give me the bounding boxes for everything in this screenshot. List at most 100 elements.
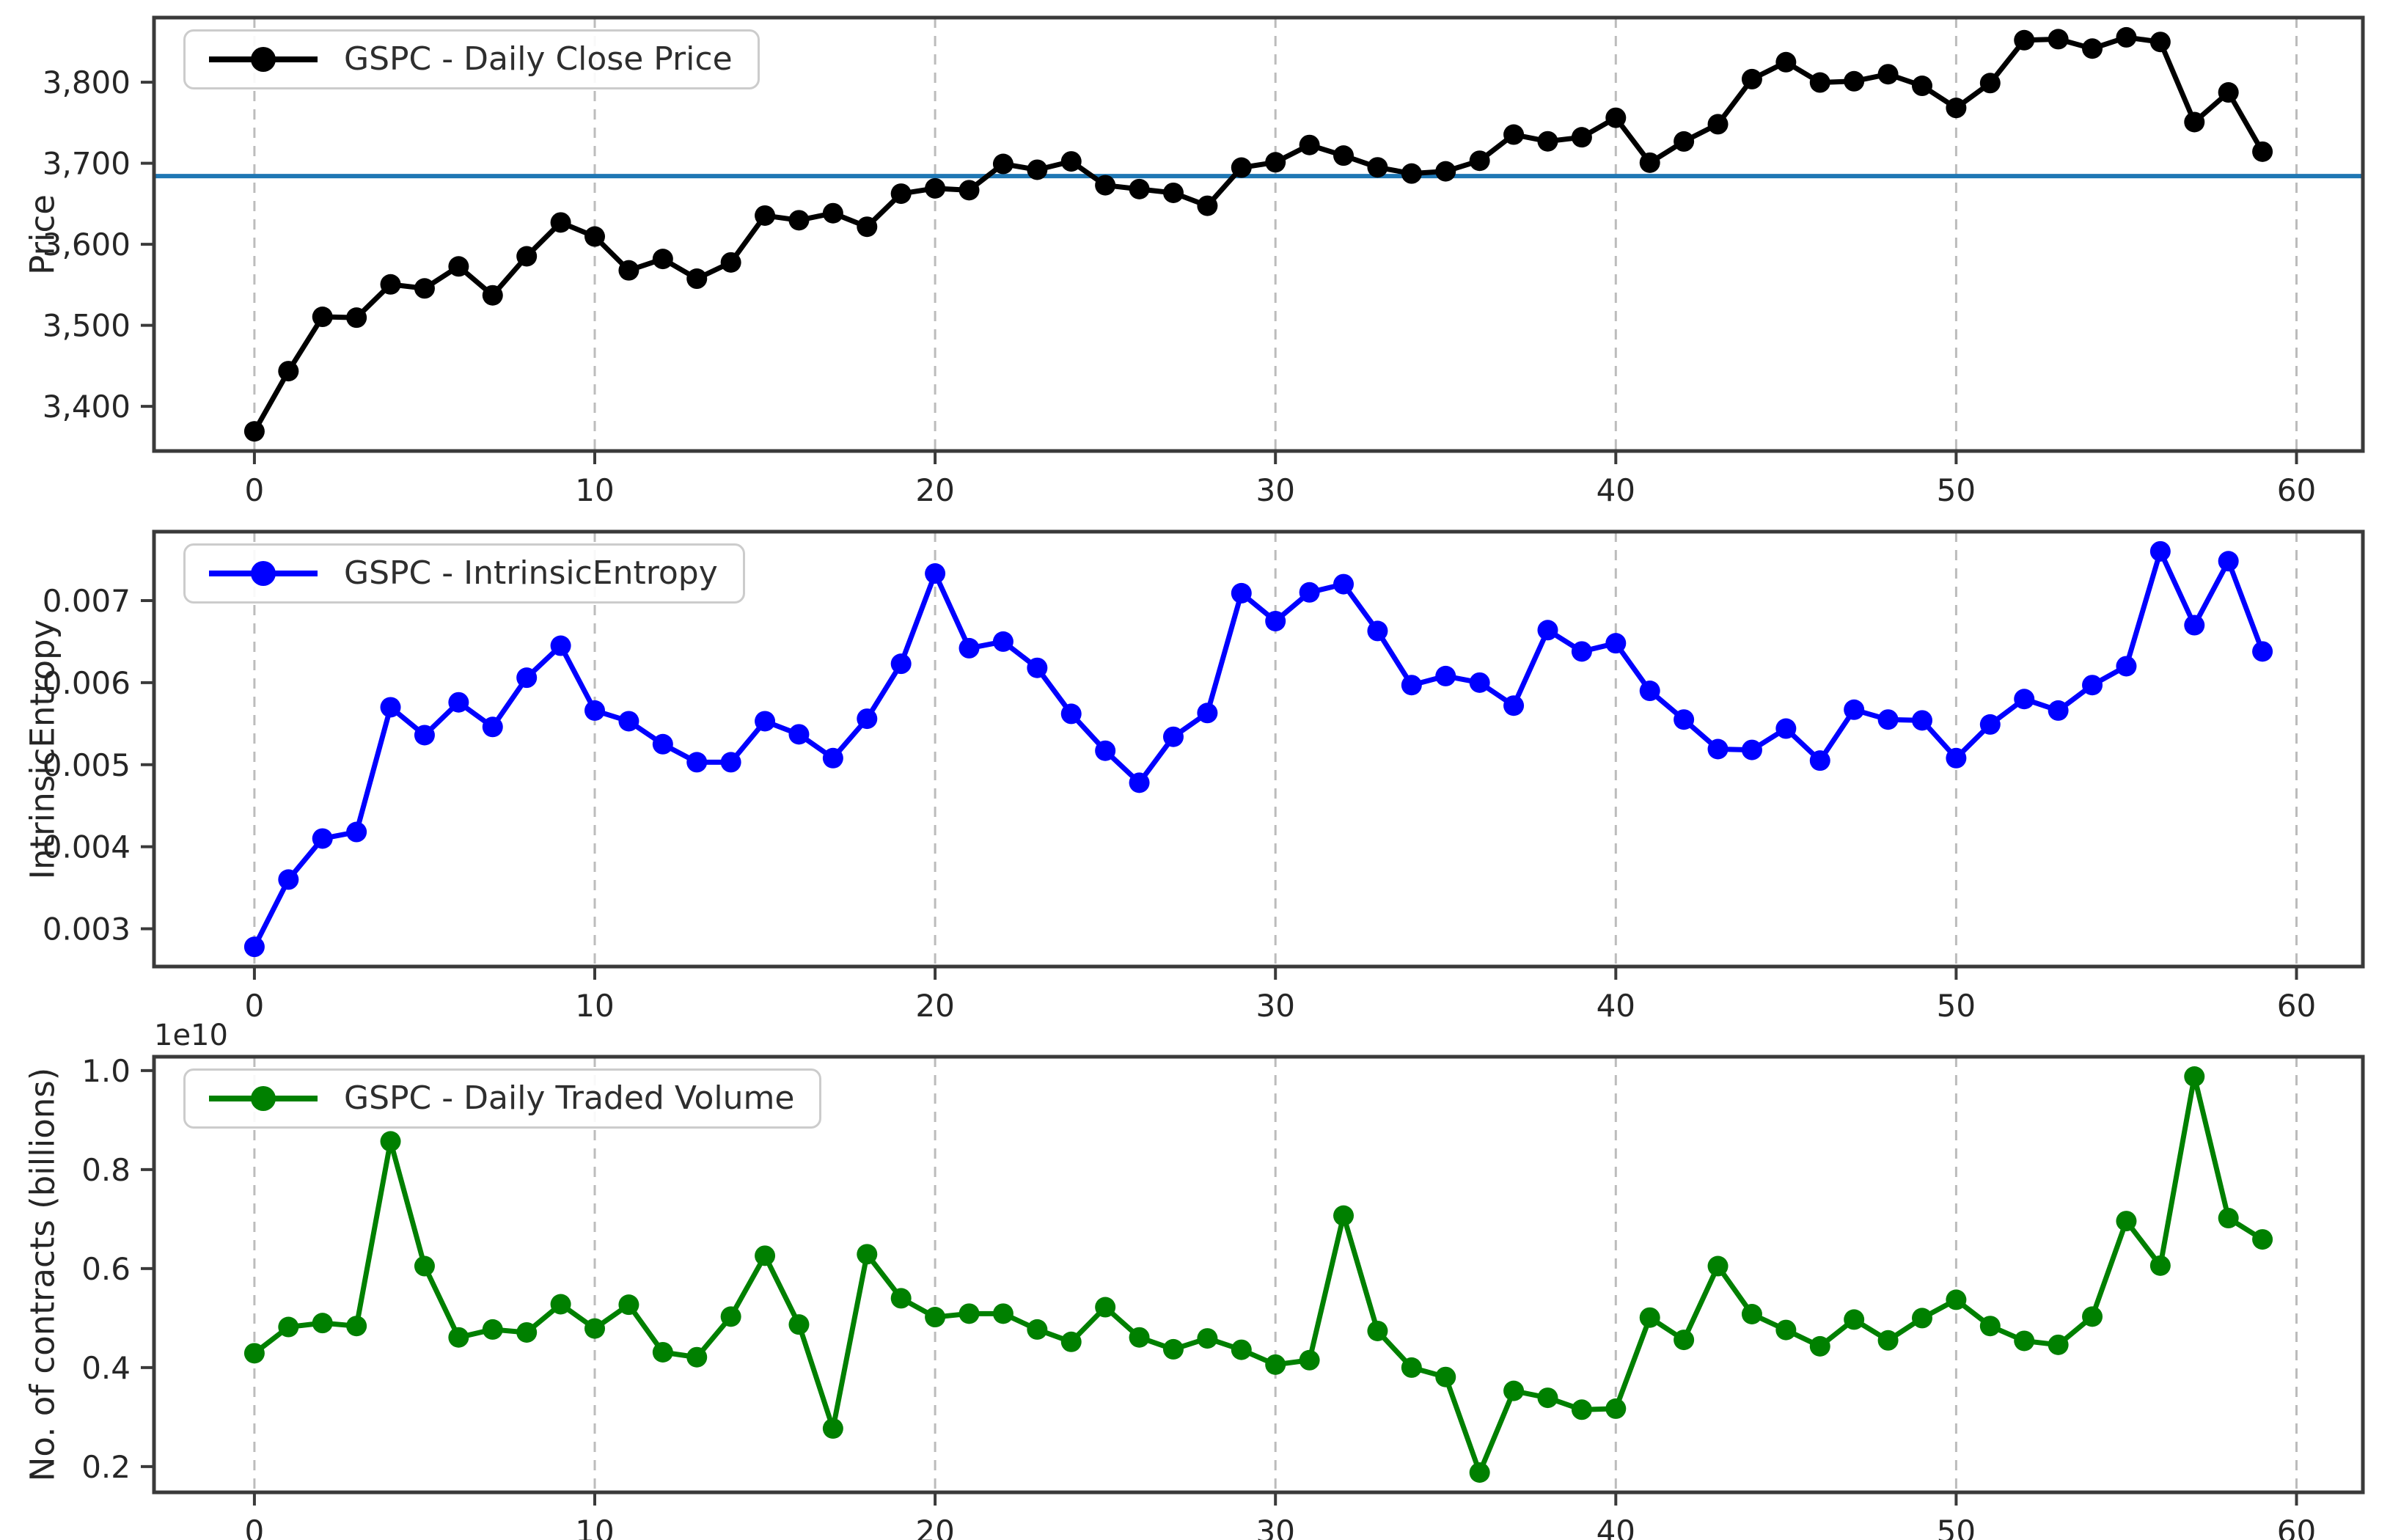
traded-volume-x-tick-label: 60 <box>2277 1514 2316 1540</box>
legend-traded-volume-sample <box>209 1086 318 1112</box>
intrinsic-entropy-marker <box>1741 739 1762 760</box>
close-price-marker <box>2218 82 2239 103</box>
close-price-marker <box>1469 150 1490 172</box>
traded-volume-marker <box>1844 1309 1865 1330</box>
close-price-y-tick-label: 3,700 <box>43 146 131 182</box>
close-price-marker <box>1027 159 1048 180</box>
traded-volume-marker <box>2218 1208 2239 1229</box>
traded-volume-y-tick-label: 0.8 <box>81 1152 131 1188</box>
traded-volume-x-tick-label: 40 <box>1597 1514 1635 1540</box>
y-axis-offset-text: 1e10 <box>154 1019 228 1052</box>
close-price-x-tick-label: 10 <box>575 472 614 508</box>
y-axis-label-entropy: IntrinsicEntropy <box>23 619 62 879</box>
intrinsic-entropy-marker <box>857 708 878 730</box>
traded-volume-marker <box>1674 1330 1695 1351</box>
traded-volume-marker <box>2082 1306 2103 1327</box>
legend-marker-icon <box>251 561 276 587</box>
traded-volume-marker <box>1741 1304 1762 1324</box>
traded-volume-marker <box>482 1319 503 1340</box>
traded-volume-marker <box>584 1318 606 1339</box>
close-price-marker <box>720 252 741 273</box>
intrinsic-entropy-marker <box>1197 703 1218 724</box>
close-price-axes-frame <box>152 15 2365 453</box>
traded-volume-marker <box>2252 1229 2273 1250</box>
close-price-marker <box>1877 64 1899 85</box>
intrinsic-entropy-marker <box>482 716 503 738</box>
close-price-x-tick-label: 30 <box>1256 472 1294 508</box>
legend-close-price: GSPC - Daily Close Price <box>183 29 760 90</box>
intrinsic-entropy-marker <box>1027 657 1048 678</box>
intrinsic-entropy-axes-frame <box>152 529 2365 969</box>
close-price-marker <box>2184 111 2205 133</box>
intrinsic-entropy-marker <box>1979 714 2001 735</box>
traded-volume-marker <box>2048 1334 2069 1355</box>
intrinsic-entropy-x-tick-label: 0 <box>245 988 265 1024</box>
intrinsic-entropy-marker <box>1775 718 1797 739</box>
intrinsic-entropy-marker <box>2116 656 2137 677</box>
traded-volume-marker <box>2014 1330 2035 1352</box>
close-price-marker <box>2149 32 2171 53</box>
intrinsic-entropy-x-tick-label: 30 <box>1256 988 1294 1024</box>
intrinsic-entropy-marker <box>992 631 1013 652</box>
traded-volume-marker <box>346 1316 367 1337</box>
traded-volume-x-tick-label: 10 <box>575 1514 614 1540</box>
traded-volume-marker <box>1639 1307 1660 1328</box>
close-price-marker <box>278 361 299 382</box>
intrinsic-entropy-marker <box>652 733 673 755</box>
traded-volume-marker <box>1129 1327 1150 1348</box>
legend-close-price-label: GSPC - Daily Close Price <box>344 40 733 78</box>
close-price-marker <box>1197 195 1218 216</box>
close-price-marker <box>1367 157 1388 178</box>
traded-volume-marker <box>550 1294 571 1315</box>
intrinsic-entropy-marker <box>686 752 708 773</box>
close-price-x-tick-label: 50 <box>1937 472 1976 508</box>
traded-volume-marker <box>1299 1349 1320 1371</box>
traded-volume-marker <box>1979 1316 2001 1337</box>
traded-volume-marker <box>822 1418 843 1439</box>
intrinsic-entropy-marker <box>1401 675 1422 696</box>
traded-volume-marker <box>516 1321 538 1343</box>
intrinsic-entropy-y-tick-label: 0.004 <box>43 829 131 865</box>
intrinsic-entropy-marker <box>243 936 265 958</box>
close-price-marker <box>482 285 503 306</box>
intrinsic-entropy-marker <box>755 711 776 732</box>
intrinsic-entropy-x-tick-label: 60 <box>2277 988 2316 1024</box>
close-price-marker <box>1571 127 1592 148</box>
intrinsic-entropy-marker <box>278 869 299 890</box>
traded-volume-marker <box>414 1255 435 1277</box>
close-price-marker <box>1401 163 1422 184</box>
intrinsic-entropy-x-tick-label: 40 <box>1597 988 1635 1024</box>
intrinsic-entropy-marker <box>1537 620 1558 641</box>
close-price-y-tick-label: 3,500 <box>43 308 131 344</box>
traded-volume-y-tick-label: 0.2 <box>81 1449 131 1485</box>
traded-volume-marker <box>1435 1366 1456 1387</box>
traded-volume-y-tick-label: 0.4 <box>81 1350 131 1386</box>
close-price-marker <box>822 202 843 224</box>
close-price-marker <box>890 183 912 205</box>
close-price-marker <box>1639 152 1660 173</box>
traded-volume-x-tick-label: 20 <box>915 1514 954 1540</box>
close-price-marker <box>1333 145 1355 166</box>
close-price-marker <box>2116 26 2137 48</box>
close-price-marker <box>550 212 571 233</box>
close-price-marker <box>2014 29 2035 51</box>
close-price-marker <box>992 153 1013 175</box>
close-price-marker <box>1946 98 1967 119</box>
intrinsic-entropy-marker <box>1060 703 1082 725</box>
traded-volume-marker <box>1401 1357 1422 1378</box>
traded-volume-marker <box>1605 1398 1627 1419</box>
traded-volume-axes-frame <box>152 1055 2365 1495</box>
legend-traded-volume: GSPC - Daily Traded Volume <box>183 1068 822 1129</box>
traded-volume-marker <box>1162 1338 1184 1360</box>
close-price-marker <box>1741 68 1762 89</box>
close-price-marker <box>1503 124 1525 145</box>
traded-volume-marker <box>1469 1462 1490 1483</box>
intrinsic-entropy-marker <box>516 667 538 689</box>
legend-marker-icon <box>251 1086 276 1112</box>
close-price-marker <box>1095 175 1116 196</box>
traded-volume-marker <box>1775 1319 1797 1341</box>
traded-volume-marker <box>1809 1335 1830 1357</box>
traded-volume-marker <box>755 1245 776 1266</box>
traded-volume-marker <box>1197 1328 1218 1349</box>
